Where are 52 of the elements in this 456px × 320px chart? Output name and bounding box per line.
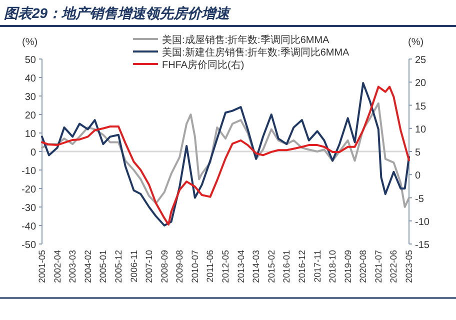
y2-tick-label: 0 (415, 170, 421, 182)
x-tick-label: 2021-07 (373, 250, 384, 284)
legend-label: 美国:新建住房销售:折年数:季调同比6MMA (162, 46, 350, 58)
x-tick-label: 2011-06 (205, 250, 216, 282)
legend-label: 美国:成屋销售:折年数:季调同比6MMA (162, 34, 330, 46)
y-tick-label: 30 (24, 92, 36, 103)
y-tick-label: 20 (24, 110, 36, 122)
y2-tick-label: -15 (415, 240, 430, 251)
x-tick-label: 2007-10 (144, 250, 154, 284)
x-tick-label: 2019-09 (342, 250, 353, 284)
line-series (41, 102, 410, 208)
x-tick-label: 2002-04 (52, 250, 62, 284)
x-tick-label: 2015-02 (266, 250, 276, 284)
y2-tick-label: 25 (415, 55, 427, 66)
y-tick-label: 50 (24, 55, 36, 66)
y2-tick-label: 15 (415, 101, 427, 112)
x-tick-label: 2001-05 (37, 250, 47, 284)
y-tick-label: -30 (22, 203, 36, 214)
legend-label: FHFA房价同比(右) (162, 59, 244, 71)
y2-tick-label: 20 (415, 78, 427, 90)
y-tick-label: 10 (24, 129, 36, 140)
x-tick-label: 2013-04 (236, 250, 246, 284)
y-tick-label: 40 (24, 74, 36, 84)
y-axis-title: (%) (22, 37, 38, 48)
y2-tick-label: -10 (415, 216, 430, 228)
x-tick-label: 2004-02 (82, 250, 93, 284)
x-tick-label: 2008-09 (159, 250, 170, 284)
y-tick-label: -40 (22, 222, 36, 232)
x-tick-label: 2010-07 (190, 250, 200, 284)
x-tick-label: 2009-08 (174, 250, 185, 284)
y2-tick-label: 5 (415, 148, 421, 158)
y2-tick-label: -5 (415, 194, 424, 205)
x-tick-label: 2016-01 (282, 250, 292, 284)
x-tick-label: 2014-03 (251, 250, 262, 284)
x-tick-label: 2012-05 (220, 250, 230, 284)
x-tick-label: 2022-06 (388, 250, 399, 284)
x-tick-label: 2003-03 (68, 250, 78, 284)
y-tick-label: -10 (22, 166, 36, 177)
y-tick-label: 0 (30, 148, 36, 158)
x-tick-label: 2017-11 (312, 250, 322, 282)
x-tick-label: 2023-05 (404, 250, 414, 284)
chart-title: 图表29：地产销售增速领先房价增速 (4, 5, 232, 21)
y-tick-label: -20 (22, 184, 36, 196)
y-tick-label: -50 (22, 240, 36, 251)
x-tick-label: 2016-12 (296, 250, 307, 284)
x-tick-label: 2020-08 (358, 250, 368, 284)
x-tick-label: 2005-12 (113, 250, 124, 284)
y2-axis-title: (%) (408, 37, 424, 48)
x-tick-label: 2018-10 (328, 250, 338, 284)
x-tick-label: 2005-01 (98, 250, 108, 284)
y2-tick-label: 10 (415, 124, 427, 136)
x-tick-label: 2006-11 (128, 250, 139, 282)
